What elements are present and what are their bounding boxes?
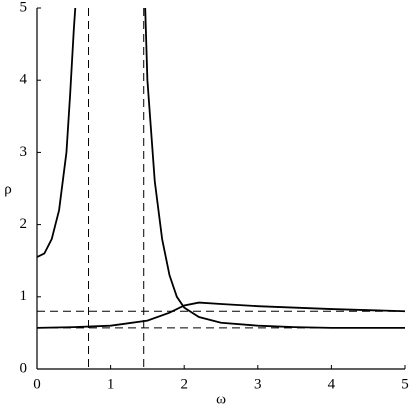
x-tick-label: 3 (254, 376, 262, 392)
line (36, 7, 405, 329)
y-tick-label: 4 (20, 72, 28, 88)
y-tick-label: 3 (20, 144, 28, 160)
line (36, 301, 406, 329)
y-tick-label: 1 (20, 288, 28, 304)
y-tick-label: 0 (20, 360, 28, 376)
x-tick-label: 4 (328, 376, 336, 392)
x-tick-label: 5 (401, 376, 409, 392)
y-axis-label: ρ (4, 181, 12, 197)
y-tick-label: 5 (20, 0, 28, 15)
y-tick-label: 2 (20, 216, 28, 232)
x-tick-label: 0 (33, 376, 41, 392)
x-tick-label: 1 (107, 376, 115, 392)
x-tick-label: 2 (180, 376, 188, 392)
x-axis-label: ω (216, 391, 226, 407)
